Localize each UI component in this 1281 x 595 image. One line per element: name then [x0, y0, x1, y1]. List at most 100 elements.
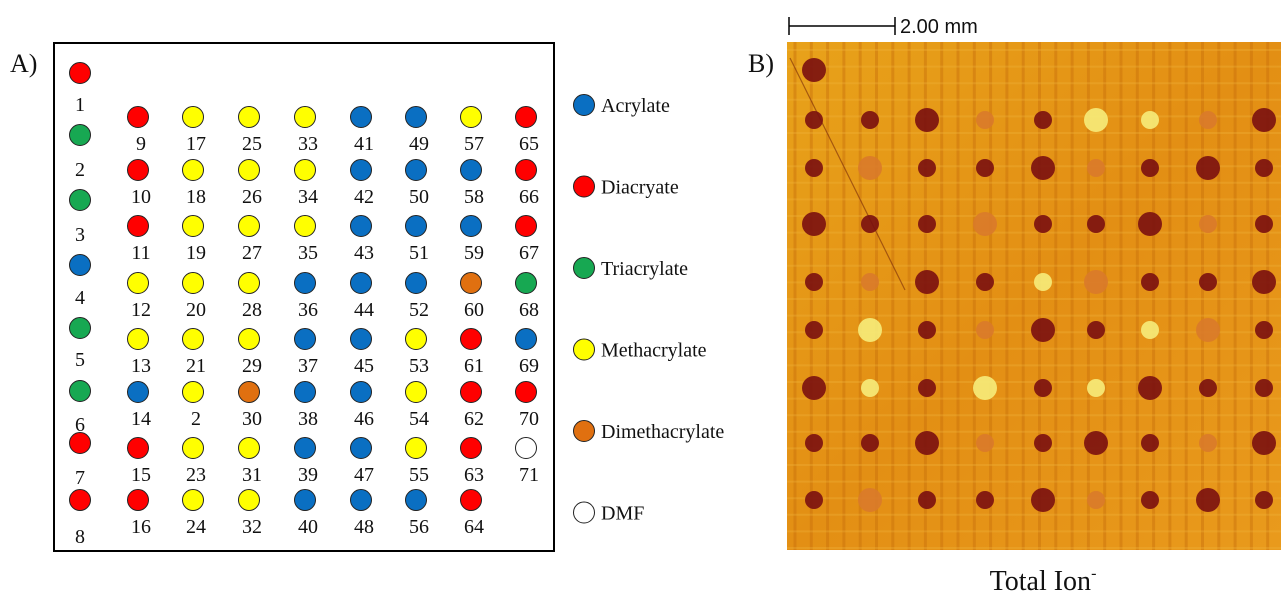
dot-label: 6: [75, 414, 85, 436]
dot-label: 26: [242, 186, 262, 208]
dot: [238, 215, 260, 237]
dot: [238, 489, 260, 511]
legend-label: Diacryate: [601, 177, 679, 199]
spot: [1138, 212, 1162, 236]
spot: [805, 159, 823, 177]
dot: [515, 272, 537, 294]
spot: [861, 379, 879, 397]
dot-label: 56: [409, 516, 429, 538]
dot: [350, 328, 372, 350]
legend: Acrylate Diacryate Triacrylate Methacrylate…: [573, 94, 724, 525]
spot: [1034, 434, 1052, 452]
spot: [1034, 215, 1052, 233]
caption-text: Total Ion: [990, 566, 1091, 595]
dot-label: 64: [464, 516, 484, 538]
legend-label: Dimethacrylate: [601, 421, 724, 443]
dot: [182, 437, 204, 459]
spot: [1141, 273, 1159, 291]
dot: [294, 437, 316, 459]
dot: [350, 159, 372, 181]
dot-label: 21: [186, 355, 206, 377]
dot-label: 52: [409, 299, 429, 321]
spot: [858, 156, 882, 180]
spot: [858, 488, 882, 512]
dot: [460, 272, 482, 294]
dot-label: 29: [242, 355, 262, 377]
dot-label: 43: [354, 242, 374, 264]
dot-label: 55: [409, 464, 429, 486]
spot: [1031, 488, 1055, 512]
dot: [238, 437, 260, 459]
dot: [127, 489, 149, 511]
spot: [1084, 108, 1108, 132]
spot: [805, 434, 823, 452]
spot: [1252, 108, 1276, 132]
dot: [405, 437, 427, 459]
spot: [1196, 156, 1220, 180]
dot-label: 59: [464, 242, 484, 264]
spot: [805, 491, 823, 509]
dot: [69, 317, 91, 339]
dot-label: 12: [131, 299, 151, 321]
legend-swatch: [573, 175, 595, 198]
dot: [515, 106, 537, 128]
panel-a-frame: [53, 42, 555, 552]
dot-label: 19: [186, 242, 206, 264]
spot: [1084, 431, 1108, 455]
dot-label: 53: [409, 355, 429, 377]
dot: [69, 189, 91, 211]
dot-label: 50: [409, 186, 429, 208]
dot-label: 14: [131, 408, 151, 430]
dot: [350, 437, 372, 459]
panel-label: B): [748, 49, 774, 78]
dot-label: 71: [519, 464, 539, 486]
spot: [1034, 111, 1052, 129]
ms-image-content: [787, 42, 1281, 550]
legend-swatch: [573, 94, 595, 116]
spot: [1255, 215, 1273, 233]
dot-label: 33: [298, 133, 318, 155]
dot-label: 28: [242, 299, 262, 321]
dot: [460, 159, 482, 181]
spot: [802, 58, 826, 82]
dot-label: 16: [131, 516, 151, 538]
spot: [1196, 488, 1220, 512]
dot: [294, 381, 316, 403]
scale-label: 2.00 mm: [900, 16, 978, 38]
dot-label: 13: [131, 355, 151, 377]
dot-label: 60: [464, 299, 484, 321]
spot: [1141, 321, 1159, 339]
spot: [805, 273, 823, 291]
spot: [858, 318, 882, 342]
dot: [294, 106, 316, 128]
dot: [127, 381, 149, 403]
dot-label: 45: [354, 355, 374, 377]
dot: [182, 381, 204, 403]
spot: [1138, 376, 1162, 400]
dot: [515, 328, 537, 350]
dot: [460, 106, 482, 128]
dot: [460, 381, 482, 403]
dot-label: 67: [519, 242, 539, 264]
dot: [515, 437, 537, 459]
spot: [915, 431, 939, 455]
legend-swatch: [573, 338, 595, 361]
dot-label: 30: [242, 408, 262, 430]
spot: [973, 212, 997, 236]
dot: [182, 272, 204, 294]
dot-label: 51: [409, 242, 429, 264]
dot-label: 32: [242, 516, 262, 538]
spot: [976, 159, 994, 177]
dot: [69, 489, 91, 511]
spot: [918, 159, 936, 177]
spot: [1031, 318, 1055, 342]
dot-label: 46: [354, 408, 374, 430]
dot-label: 58: [464, 186, 484, 208]
spot: [802, 376, 826, 400]
dot: [182, 106, 204, 128]
dot-label: 18: [186, 186, 206, 208]
dot: [460, 489, 482, 511]
spot: [1199, 111, 1217, 129]
dot-label: 1: [75, 94, 85, 116]
